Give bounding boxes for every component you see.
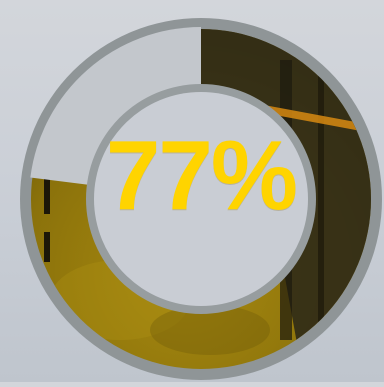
progress-percentage: 77% <box>105 120 298 230</box>
center-disc <box>94 92 308 306</box>
